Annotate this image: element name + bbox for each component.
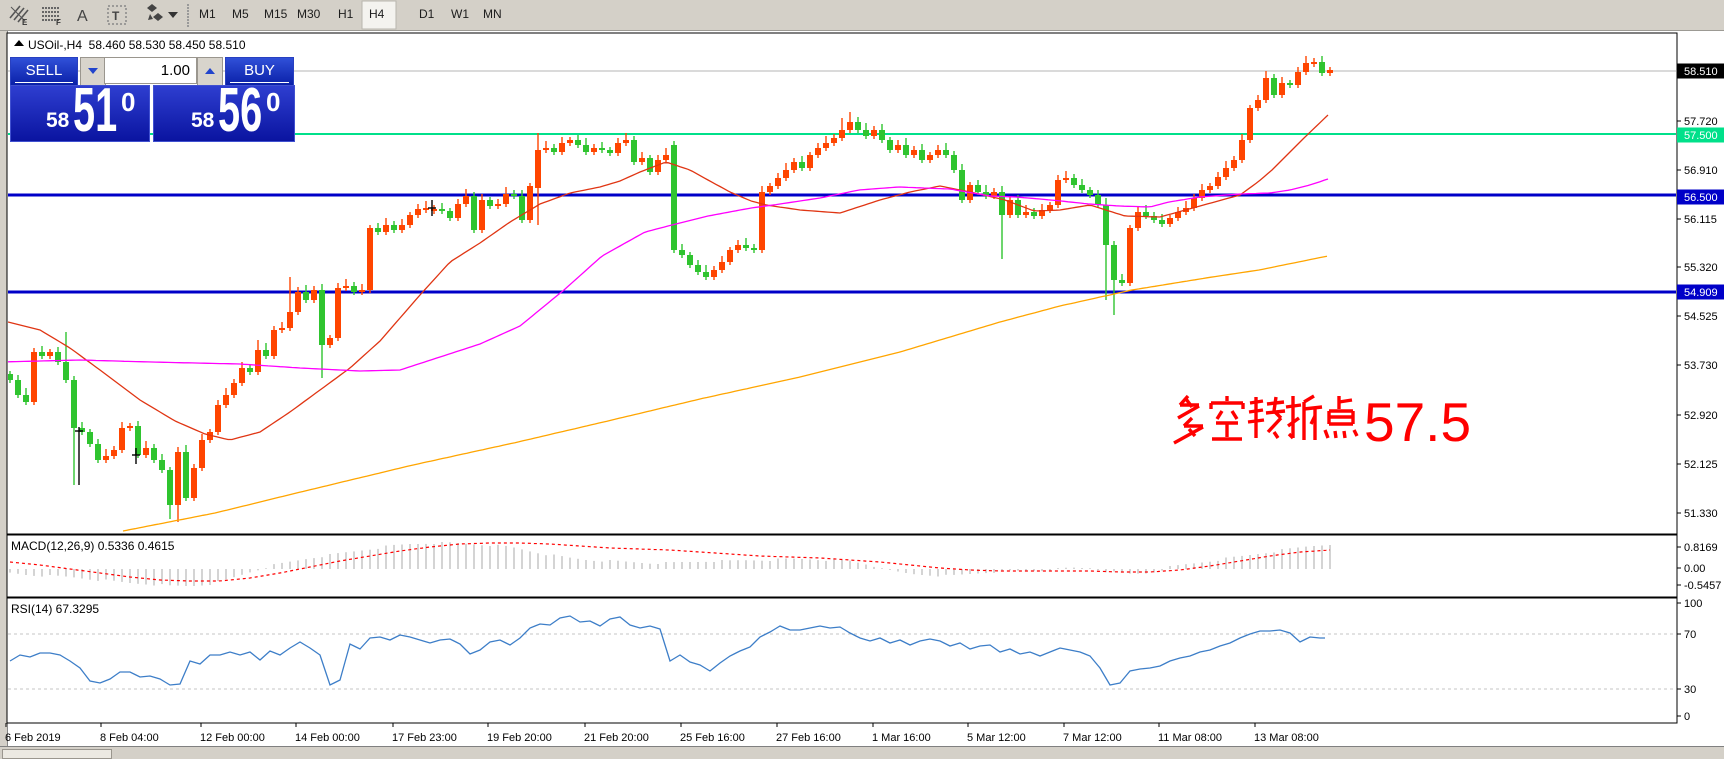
svg-text:58.510: 58.510 — [1684, 66, 1718, 78]
svg-text:0.8169: 0.8169 — [1684, 542, 1718, 554]
svg-text:56.910: 56.910 — [1684, 165, 1718, 177]
svg-text:13 Mar 08:00: 13 Mar 08:00 — [1254, 732, 1319, 744]
svg-text:11 Mar 08:00: 11 Mar 08:00 — [1158, 732, 1222, 744]
svg-text:25 Feb 16:00: 25 Feb 16:00 — [680, 732, 745, 744]
svg-text:0: 0 — [1684, 711, 1690, 723]
svg-text:21 Feb 20:00: 21 Feb 20:00 — [584, 732, 649, 744]
svg-text:57.500: 57.500 — [1684, 130, 1718, 142]
svg-text:57.720: 57.720 — [1684, 116, 1718, 128]
svg-text:100: 100 — [1684, 598, 1702, 610]
svg-text:0.00: 0.00 — [1684, 563, 1705, 575]
svg-text:53.730: 53.730 — [1684, 360, 1718, 372]
svg-text:30: 30 — [1684, 684, 1696, 696]
svg-text:MACD(12,26,9) 0.5336 0.4615: MACD(12,26,9) 0.5336 0.4615 — [11, 539, 175, 553]
svg-text:6 Feb 2019: 6 Feb 2019 — [5, 732, 61, 744]
svg-text:12 Feb 00:00: 12 Feb 00:00 — [200, 732, 265, 744]
svg-text:55.320: 55.320 — [1684, 262, 1718, 274]
svg-text:1 Mar 16:00: 1 Mar 16:00 — [872, 732, 931, 744]
svg-text:56.115: 56.115 — [1684, 214, 1717, 226]
svg-text:56.500: 56.500 — [1684, 192, 1718, 204]
svg-text:A: A — [77, 8, 88, 25]
svg-text:7 Mar 12:00: 7 Mar 12:00 — [1063, 732, 1122, 744]
svg-text:52.920: 52.920 — [1684, 410, 1718, 422]
svg-text:E: E — [22, 18, 28, 27]
svg-text:19 Feb 20:00: 19 Feb 20:00 — [487, 732, 552, 744]
svg-text:5 Mar 12:00: 5 Mar 12:00 — [967, 732, 1026, 744]
svg-text:F: F — [56, 18, 61, 27]
svg-text:54.525: 54.525 — [1684, 311, 1718, 323]
svg-text:51.330: 51.330 — [1684, 508, 1718, 520]
svg-text:52.125: 52.125 — [1684, 459, 1718, 471]
svg-text:70: 70 — [1684, 629, 1696, 641]
svg-text:54.909: 54.909 — [1684, 287, 1718, 299]
svg-text:17 Feb 23:00: 17 Feb 23:00 — [392, 732, 457, 744]
svg-text:T: T — [112, 9, 120, 23]
svg-text:RSI(14) 67.3295: RSI(14) 67.3295 — [11, 602, 99, 616]
svg-text:57.5: 57.5 — [1364, 391, 1471, 453]
svg-text:14 Feb 00:00: 14 Feb 00:00 — [295, 732, 360, 744]
svg-text:USOil-,H4 58.460 58.530 58.45: USOil-,H4 58.460 58.530 58.450 58.510 — [28, 38, 246, 52]
svg-text:-0.5457: -0.5457 — [1684, 580, 1721, 592]
svg-text:8 Feb 04:00: 8 Feb 04:00 — [100, 732, 159, 744]
svg-text:27 Feb 16:00: 27 Feb 16:00 — [776, 732, 841, 744]
